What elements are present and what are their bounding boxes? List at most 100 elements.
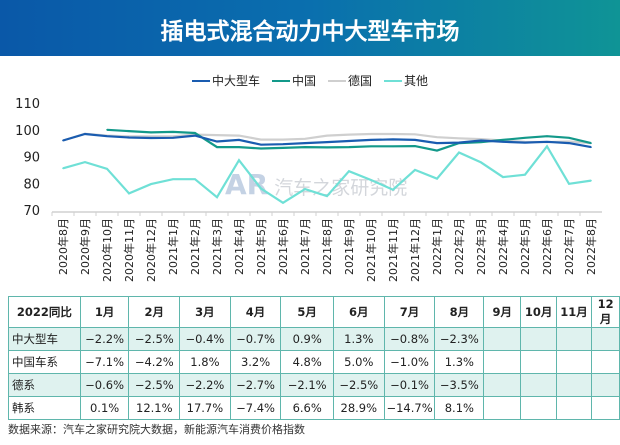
table-cell xyxy=(483,373,522,397)
data-point xyxy=(502,139,504,141)
column-header: 7月 xyxy=(383,296,436,328)
data-point xyxy=(370,139,372,141)
x-tick-label: 2020年10月 xyxy=(100,218,114,282)
table-cell: −2.5% xyxy=(128,327,181,351)
table-cell xyxy=(520,327,557,351)
data-point xyxy=(348,170,350,173)
chart-legend: 中大型车 中国 德国 其他 xyxy=(0,72,620,89)
x-tick-label: 2021年8月 xyxy=(320,218,334,275)
table-cell xyxy=(483,327,522,351)
data-point xyxy=(480,161,482,164)
series-line-3 xyxy=(62,144,592,205)
data-point xyxy=(546,140,548,143)
legend-label: 中大型车 xyxy=(211,74,260,88)
table-row: 德系 −0.6% −2.5% −2.2% −2.7% −2.1% −2.5% −0.1% −3.… xyxy=(8,373,620,397)
data-point xyxy=(502,140,504,143)
table-cell xyxy=(520,396,557,420)
table-cell: −2.7% xyxy=(229,373,282,397)
legend-swatch xyxy=(191,79,210,82)
table-cell: 6.6% xyxy=(280,396,334,420)
table-cell: 17.7% xyxy=(179,396,231,420)
data-point xyxy=(392,145,394,148)
data-point xyxy=(590,179,592,182)
table-cell: −0.4% xyxy=(179,327,231,351)
table-cell: −2.2% xyxy=(79,327,130,351)
x-tick-label: 2022年2月 xyxy=(452,218,466,275)
data-point xyxy=(370,145,372,148)
data-point xyxy=(326,146,328,149)
data-point xyxy=(436,149,438,152)
row-label: 韩系 xyxy=(8,396,81,420)
data-point xyxy=(216,196,218,198)
y-tick-label: 110 xyxy=(15,97,40,112)
table-cell: −14.7% xyxy=(383,396,436,420)
data-point xyxy=(480,141,482,143)
title-banner: 插电式混合动力中大型车市场 xyxy=(0,0,620,56)
table-cell: −3.5% xyxy=(434,373,485,397)
x-tick-label: 2022年4月 xyxy=(496,218,510,275)
data-point xyxy=(502,176,504,178)
x-tick-label: 2021年7月 xyxy=(298,218,312,275)
data-point xyxy=(150,131,152,134)
x-tick-label: 2021年2月 xyxy=(188,218,202,275)
data-point xyxy=(150,135,152,138)
data-point xyxy=(238,146,240,148)
legend-label: 中国 xyxy=(291,74,316,88)
data-point xyxy=(128,192,130,195)
x-tick-label: 2020年11月 xyxy=(122,218,136,282)
data-point xyxy=(238,139,240,141)
table-cell: −4.2% xyxy=(128,350,181,374)
table-cell: −0.8% xyxy=(383,327,436,351)
data-point xyxy=(128,136,130,139)
data-point xyxy=(458,141,460,144)
data-point xyxy=(326,195,328,197)
x-tick-label: 2022年8月 xyxy=(584,218,598,275)
column-header: 12月 xyxy=(591,296,620,328)
data-point xyxy=(282,143,284,145)
legend-item: 中国 xyxy=(271,72,316,89)
data-point xyxy=(436,142,438,144)
table-cell: −0.1% xyxy=(383,373,436,397)
line-chart: 70 80 90 100 110 2020年8月 2020年9月 2020年10月 2020年1… xyxy=(15,97,602,282)
data-point xyxy=(392,138,394,141)
data-point xyxy=(216,140,218,143)
data-point xyxy=(106,128,108,131)
data-source-note: 数据来源：汽车之家研究院大数据，新能源汽车消费价格指数 xyxy=(8,423,305,436)
table-cell: −2.5% xyxy=(332,373,385,397)
x-tick-label: 2020年9月 xyxy=(78,218,92,275)
table-header-row: 2022同比 1月 2月 3月 4月 5月 6月 7月 8月 9月 10月 11月 12月 xyxy=(8,296,620,328)
data-point xyxy=(194,134,196,137)
table-cell: 1.3% xyxy=(434,350,485,374)
table-row: 中大型车 −2.2% −2.5% −0.4% −0.7% 0.9% 1.3% −0.8% −2.… xyxy=(8,327,620,351)
column-header: 2月 xyxy=(128,296,181,328)
table-cell: 5.0% xyxy=(332,350,385,374)
data-point xyxy=(590,146,592,148)
column-header: 1月 xyxy=(79,296,130,328)
data-point xyxy=(84,161,86,163)
x-tick-label: 2022年6月 xyxy=(540,218,554,275)
x-tick-label: 2022年5月 xyxy=(518,218,532,275)
legend-item: 其他 xyxy=(384,72,428,89)
table-cell: −2.1% xyxy=(280,373,334,397)
legend-label: 其他 xyxy=(404,74,429,88)
data-point xyxy=(62,139,64,142)
table-cell xyxy=(555,350,593,374)
legend-swatch xyxy=(271,79,290,82)
data-point xyxy=(524,136,526,139)
data-point xyxy=(106,168,108,170)
data-point xyxy=(150,137,152,139)
data-point xyxy=(106,135,108,137)
y-tick-label: 80 xyxy=(23,177,40,192)
row-label: 中国车系 xyxy=(8,350,81,374)
data-point xyxy=(216,146,218,148)
data-point xyxy=(524,173,526,176)
x-tick-label: 2020年8月 xyxy=(56,218,70,275)
table-cell: 28.9% xyxy=(332,396,385,420)
data-point xyxy=(194,132,196,134)
column-header: 8月 xyxy=(434,296,485,328)
data-point xyxy=(392,133,394,135)
x-tick-label: 2022年1月 xyxy=(430,218,444,275)
table-cell: 0.9% xyxy=(280,327,334,351)
data-point xyxy=(238,134,240,137)
data-point xyxy=(568,142,570,144)
